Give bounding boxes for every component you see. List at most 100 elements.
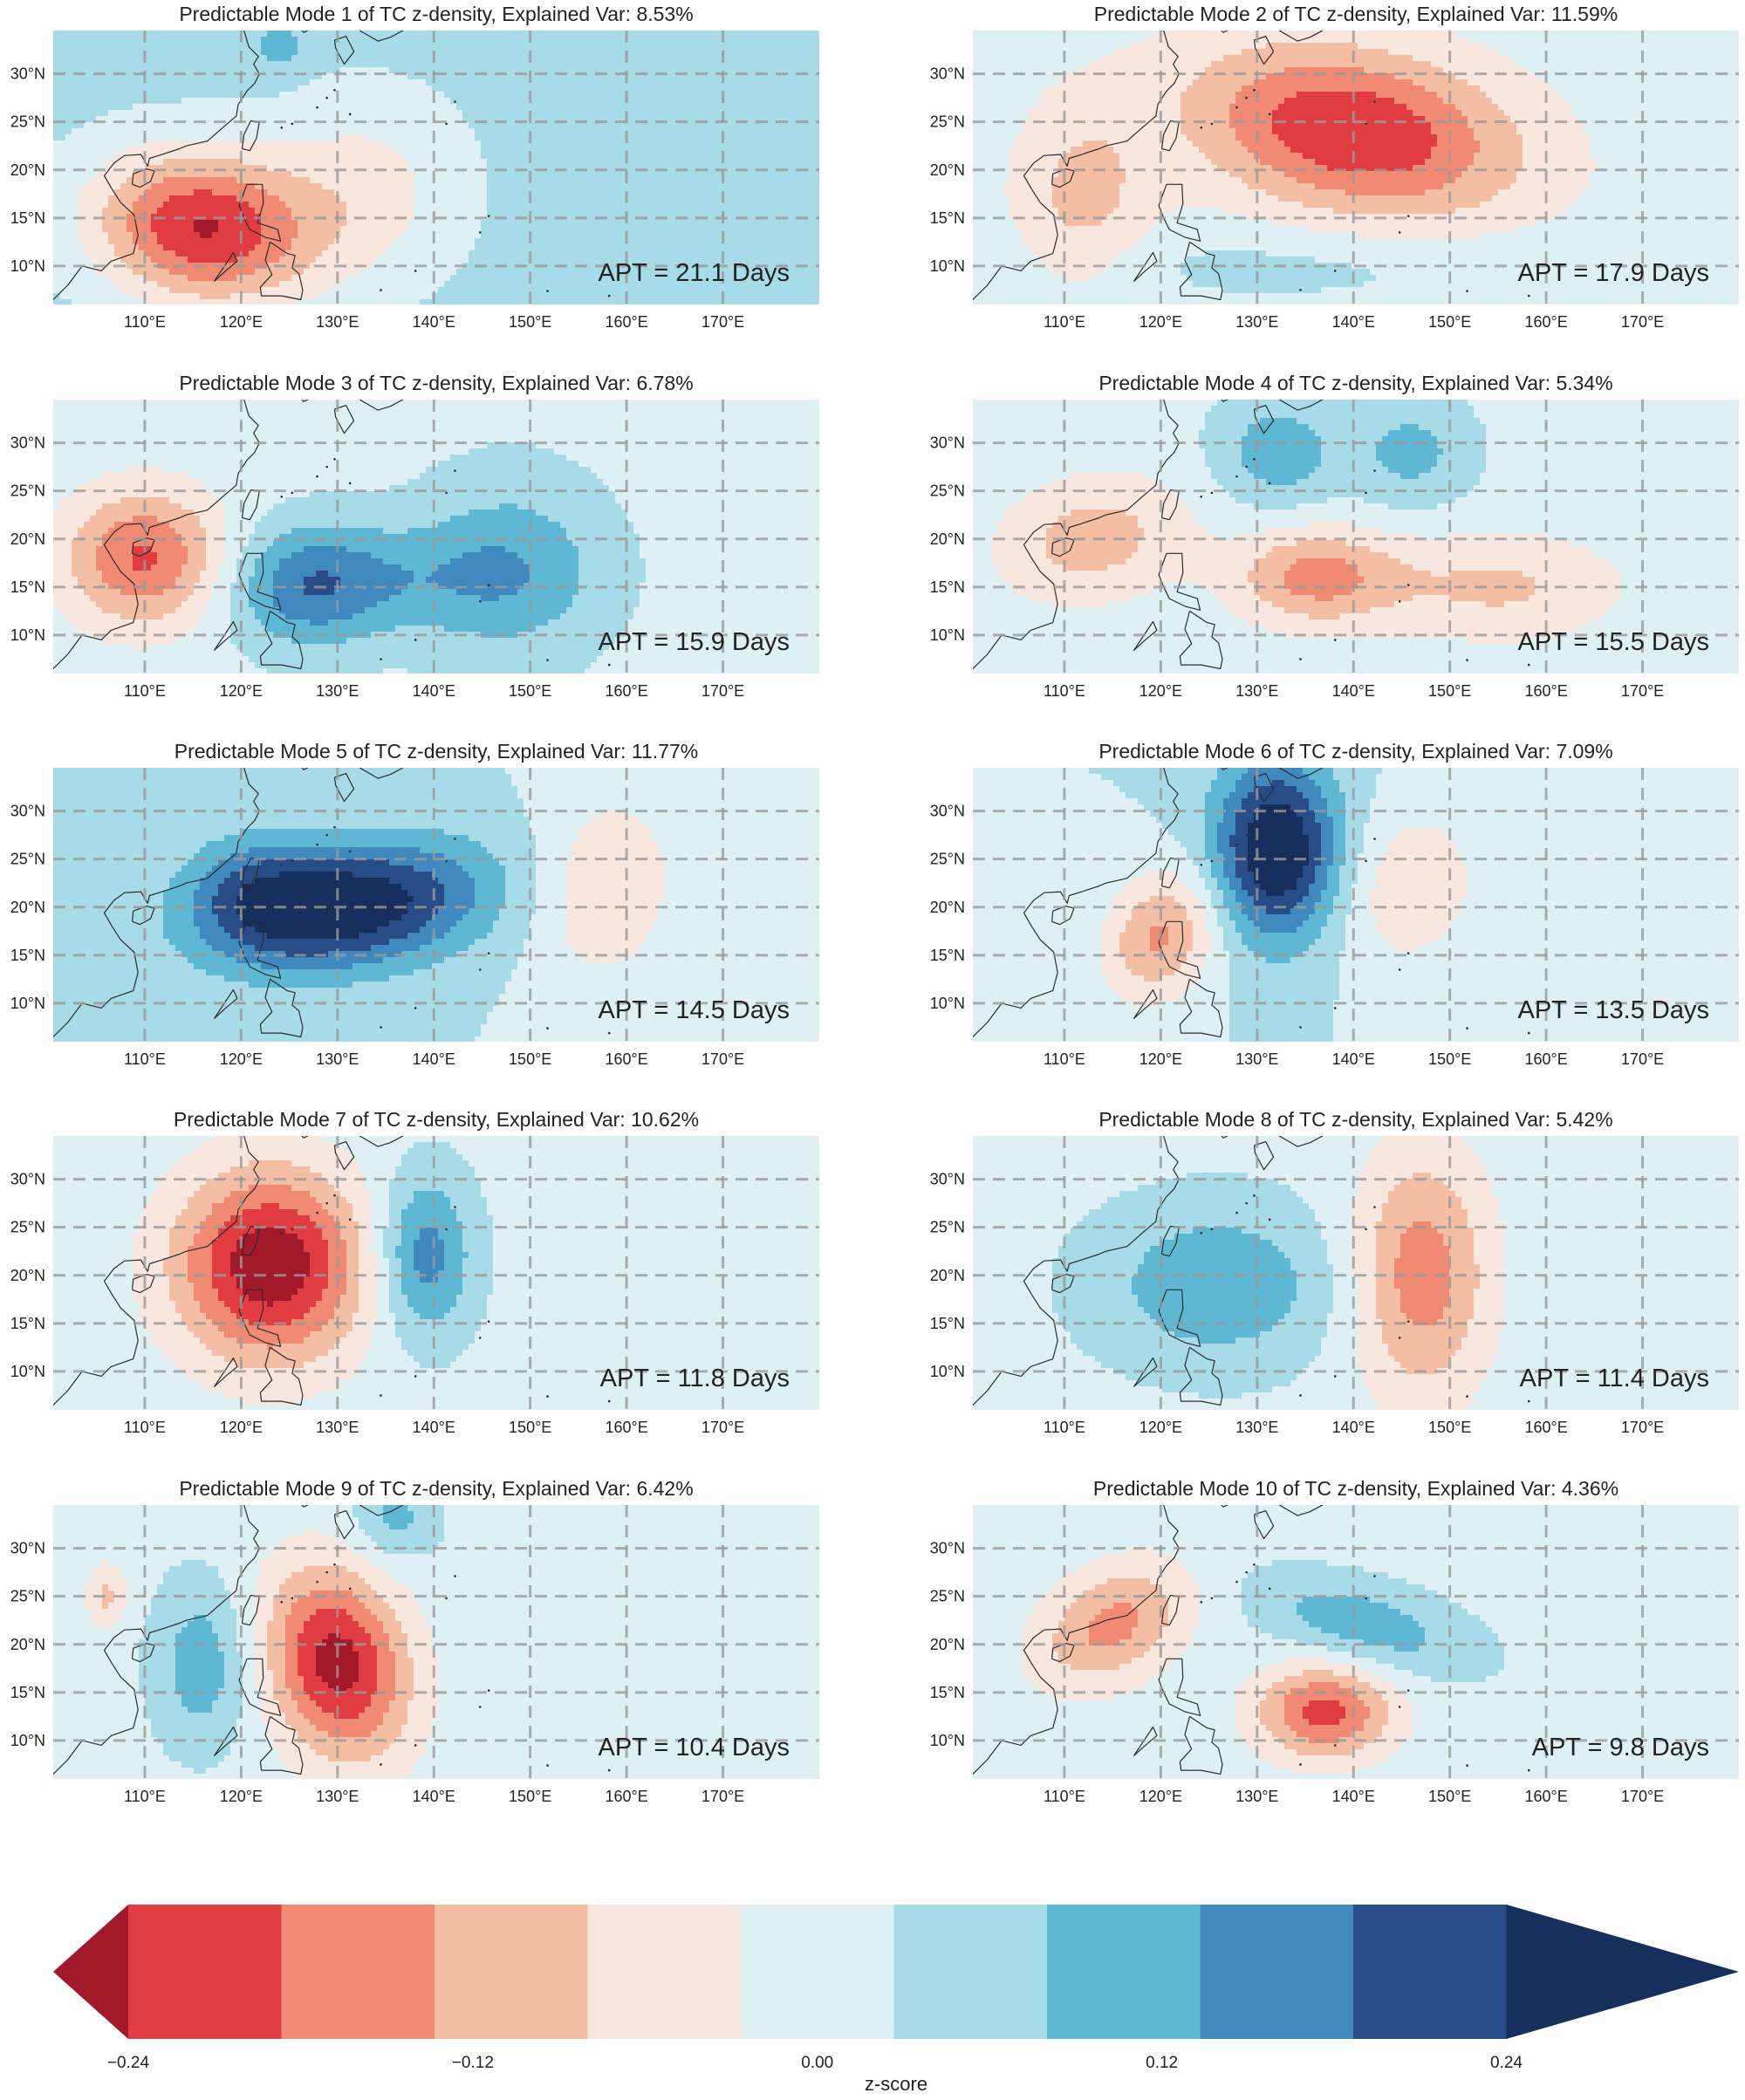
lat-tick-label: 25°N: [930, 1219, 965, 1236]
lat-tick-label: 25°N: [930, 113, 965, 131]
lon-tick-label: 150°E: [509, 1788, 551, 1805]
lat-tick-label: 10°N: [10, 995, 45, 1012]
lon-tick-label: 130°E: [316, 1419, 359, 1436]
lon-tick-label: 130°E: [316, 1788, 359, 1805]
lat-tick-label: 15°N: [930, 578, 965, 596]
colorbar-segment: [1047, 1905, 1201, 2039]
lon-tick-label: 150°E: [1428, 1788, 1471, 1805]
gridlines: [973, 400, 1739, 674]
lon-tick-label: 110°E: [124, 1788, 166, 1805]
map-panel-10: 110°E 120°E 130°E 140°E 150°E 160°E 170°E 10°N 1…: [930, 1477, 1739, 1805]
apt-annotation: APT = 10.4 Days: [599, 1734, 790, 1761]
lon-tick-label: 110°E: [1044, 1788, 1085, 1805]
lon-tick-label: 110°E: [124, 1419, 166, 1436]
lon-tick-label: 160°E: [605, 1419, 647, 1436]
lon-tick-label: 130°E: [1235, 1050, 1278, 1068]
lon-tick-label: 140°E: [1332, 1788, 1375, 1805]
lat-tick-label: 10°N: [930, 257, 965, 275]
lon-tick-label: 140°E: [413, 1419, 455, 1436]
gridlines: [973, 1505, 1739, 1779]
lat-tick-label: 15°N: [930, 209, 965, 227]
apt-annotation: APT = 17.9 Days: [1518, 259, 1710, 287]
colorbar-tick-label: −0.24: [107, 2054, 150, 2072]
apt-annotation: APT = 11.4 Days: [1520, 1365, 1709, 1392]
lon-tick-label: 110°E: [124, 682, 166, 700]
lat-tick-label: 20°N: [930, 899, 965, 916]
colorbar-label: z-score: [865, 2073, 927, 2095]
gridlines: [973, 1136, 1739, 1410]
apt-annotation: APT = 14.5 Days: [599, 996, 790, 1024]
panel-title: Predictable Mode 9 of TC z-density, Expl…: [179, 1477, 693, 1500]
lat-tick-label: 20°N: [10, 899, 45, 916]
map-panel-1: 110°E 120°E 130°E 140°E 150°E 160°E 170°E 10°N 1…: [10, 3, 819, 331]
lat-tick-label: 30°N: [10, 65, 45, 83]
lon-tick-label: 160°E: [1524, 1788, 1567, 1805]
lat-tick-label: 30°N: [930, 65, 965, 83]
panel-title: Predictable Mode 8 of TC z-density, Expl…: [1098, 1108, 1612, 1131]
lon-tick-label: 120°E: [1139, 1050, 1182, 1068]
panel-title: Predictable Mode 5 of TC z-density, Expl…: [174, 740, 698, 763]
lat-tick-label: 30°N: [10, 1540, 45, 1557]
lat-tick-label: 30°N: [10, 803, 45, 820]
lat-tick-label: 10°N: [930, 1363, 965, 1380]
lon-tick-label: 140°E: [413, 1050, 455, 1068]
apt-annotation: APT = 11.8 Days: [600, 1365, 790, 1392]
lon-tick-label: 140°E: [1332, 1050, 1375, 1068]
lat-tick-label: 20°N: [10, 161, 45, 179]
lon-tick-label: 120°E: [220, 682, 263, 700]
lat-tick-label: 15°N: [930, 1684, 965, 1701]
lat-tick-label: 30°N: [930, 803, 965, 820]
lon-tick-label: 130°E: [1235, 1788, 1278, 1805]
lat-tick-label: 20°N: [930, 530, 965, 548]
lon-tick-label: 170°E: [701, 313, 744, 331]
lat-tick-label: 30°N: [930, 1540, 965, 1557]
map-panel-5: 110°E 120°E 130°E 140°E 150°E 160°E 170°E 10°N 1…: [10, 740, 819, 1068]
panel-grid: 110°E 120°E 130°E 140°E 150°E 160°E 170°E 10°N 1…: [10, 3, 1739, 1805]
lat-tick-label: 10°N: [930, 626, 965, 644]
lon-tick-label: 160°E: [605, 1788, 647, 1805]
map-panel-8: 110°E 120°E 130°E 140°E 150°E 160°E 170°E 10°N 1…: [930, 1108, 1739, 1436]
lon-tick-label: 140°E: [413, 682, 455, 700]
lon-tick-label: 150°E: [509, 682, 551, 700]
panel-title: Predictable Mode 6 of TC z-density, Expl…: [1098, 740, 1612, 763]
panel-title: Predictable Mode 7 of TC z-density, Expl…: [174, 1108, 699, 1131]
lat-tick-label: 15°N: [10, 1684, 45, 1701]
lon-tick-label: 170°E: [1621, 1050, 1664, 1068]
lon-tick-label: 150°E: [509, 1419, 551, 1436]
lat-tick-label: 20°N: [930, 1636, 965, 1653]
lat-tick-label: 10°N: [10, 1363, 45, 1380]
lat-tick-label: 15°N: [10, 209, 45, 227]
lon-tick-label: 150°E: [1428, 1419, 1471, 1436]
lon-tick-label: 130°E: [316, 1050, 359, 1068]
lat-tick-label: 25°N: [930, 1588, 965, 1605]
lat-tick-label: 15°N: [930, 1315, 965, 1332]
apt-annotation: APT = 15.9 Days: [599, 628, 790, 656]
lon-tick-label: 150°E: [509, 1050, 551, 1068]
colorbar: −0.24 −0.12 0.00 0.12 0.24 z-score: [53, 1905, 1739, 2095]
gridlines: [53, 1505, 819, 1779]
lon-tick-label: 110°E: [124, 313, 166, 331]
lon-tick-label: 120°E: [1139, 1788, 1182, 1805]
colorbar-segment: [435, 1905, 588, 2039]
colorbar-segment: [1200, 1905, 1354, 2039]
colorbar-extend-low: [53, 1905, 128, 2039]
colorbar-segment: [587, 1905, 742, 2039]
lon-tick-label: 140°E: [413, 1788, 455, 1805]
lon-tick-label: 170°E: [701, 1788, 744, 1805]
lon-tick-label: 140°E: [413, 313, 455, 331]
colorbar-extend-high: [1506, 1905, 1739, 2039]
gridlines: [973, 31, 1739, 304]
lon-tick-label: 170°E: [1621, 1419, 1664, 1436]
colorbar-segment: [281, 1905, 435, 2039]
lat-tick-label: 10°N: [10, 1732, 45, 1749]
lat-tick-label: 25°N: [10, 851, 45, 868]
z-density-field: [53, 1505, 819, 1779]
lon-tick-label: 170°E: [1621, 313, 1664, 331]
lon-tick-label: 110°E: [124, 1050, 166, 1068]
apt-annotation: APT = 21.1 Days: [599, 259, 790, 287]
lon-tick-label: 170°E: [701, 682, 744, 700]
map-panel-3: 110°E 120°E 130°E 140°E 150°E 160°E 170°E 10°N 1…: [10, 372, 819, 700]
map-panel-2: 110°E 120°E 130°E 140°E 150°E 160°E 170°E 10°N 1…: [930, 3, 1739, 331]
lon-tick-label: 150°E: [1428, 1050, 1471, 1068]
